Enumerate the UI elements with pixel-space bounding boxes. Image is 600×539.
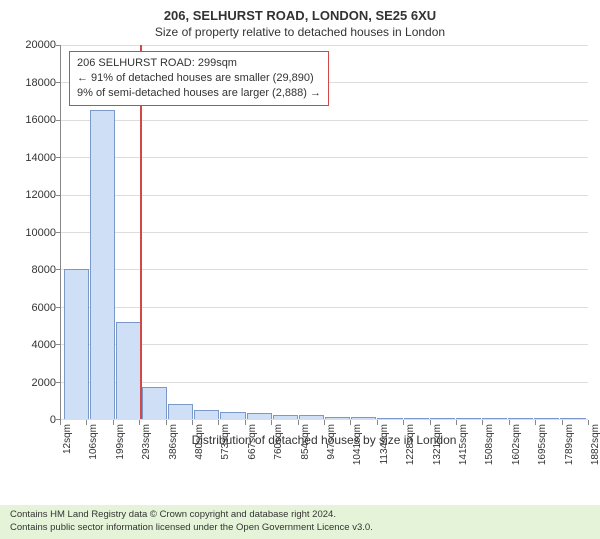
histogram-bar bbox=[273, 415, 298, 419]
x-tick-mark bbox=[271, 420, 272, 425]
annotation-line3: 9% of semi-detached houses are larger (2… bbox=[77, 86, 321, 101]
y-tick-label: 18000 bbox=[25, 77, 56, 89]
x-tick-label: 947sqm bbox=[326, 424, 337, 460]
histogram-bar bbox=[194, 410, 219, 419]
x-tick-mark bbox=[377, 420, 378, 425]
histogram-bar bbox=[116, 322, 141, 419]
histogram-bar bbox=[482, 418, 507, 419]
x-tick-mark bbox=[192, 420, 193, 425]
histogram-bar bbox=[404, 418, 429, 419]
histogram-bar bbox=[456, 418, 481, 419]
y-tick-label: 4000 bbox=[32, 339, 56, 351]
y-tick-label: 0 bbox=[50, 414, 56, 426]
x-tick-mark bbox=[350, 420, 351, 425]
x-tick-label: 1508sqm bbox=[484, 424, 495, 465]
y-tick-mark bbox=[56, 45, 61, 46]
x-tick-label: 1321sqm bbox=[432, 424, 443, 465]
histogram-bar bbox=[508, 418, 533, 419]
y-tick-mark bbox=[56, 344, 61, 345]
histogram-bar bbox=[560, 418, 585, 419]
x-tick-label: 667sqm bbox=[247, 424, 258, 460]
chart-title-main: 206, SELHURST ROAD, LONDON, SE25 6XU bbox=[12, 8, 588, 23]
x-tick-mark bbox=[509, 420, 510, 425]
x-tick-mark bbox=[456, 420, 457, 425]
histogram-bar bbox=[351, 417, 376, 419]
annotation-line2: ← 91% of detached houses are smaller (29… bbox=[77, 71, 321, 86]
x-tick-mark bbox=[403, 420, 404, 425]
x-tick-mark bbox=[482, 420, 483, 425]
x-tick-label: 1134sqm bbox=[379, 424, 390, 464]
x-tick-label: 573sqm bbox=[220, 424, 231, 460]
histogram-bar bbox=[64, 269, 89, 419]
x-tick-mark bbox=[324, 420, 325, 425]
histogram-bar bbox=[90, 110, 115, 419]
x-tick-mark bbox=[218, 420, 219, 425]
x-tick-mark bbox=[298, 420, 299, 425]
footer-line2: Contains public sector information licen… bbox=[10, 522, 590, 535]
histogram-bar bbox=[142, 387, 167, 419]
x-tick-label: 106sqm bbox=[88, 424, 99, 460]
x-tick-mark bbox=[430, 420, 431, 425]
y-tick-mark bbox=[56, 382, 61, 383]
y-tick-label: 2000 bbox=[32, 377, 56, 389]
x-tick-label: 199sqm bbox=[115, 424, 126, 460]
histogram-bar bbox=[220, 412, 245, 419]
x-tick-mark bbox=[245, 420, 246, 425]
x-tick-label: 1415sqm bbox=[458, 424, 469, 465]
x-tick-label: 760sqm bbox=[273, 424, 284, 460]
plot-wrapper: Number of detached properties 0200040006… bbox=[12, 45, 588, 420]
x-tick-label: 854sqm bbox=[300, 424, 311, 460]
annotation-box: 206 SELHURST ROAD: 299sqm ← 91% of detac… bbox=[69, 51, 329, 106]
annotation-line1: 206 SELHURST ROAD: 299sqm bbox=[77, 56, 321, 71]
x-tick-mark bbox=[113, 420, 114, 425]
property-size-chart: 206, SELHURST ROAD, LONDON, SE25 6XU Siz… bbox=[0, 0, 600, 500]
attribution-footer: Contains HM Land Registry data © Crown c… bbox=[0, 505, 600, 539]
histogram-bar bbox=[299, 415, 324, 419]
x-tick-label: 1695sqm bbox=[537, 424, 548, 465]
y-tick-mark bbox=[56, 82, 61, 83]
x-tick-label: 386sqm bbox=[168, 424, 179, 460]
histogram-bar bbox=[430, 418, 455, 419]
histogram-bar bbox=[377, 418, 402, 419]
x-tick-label: 1228sqm bbox=[405, 424, 416, 465]
x-tick-mark bbox=[86, 420, 87, 425]
x-tick-mark bbox=[535, 420, 536, 425]
y-tick-label: 12000 bbox=[25, 189, 56, 201]
plot-area: 206 SELHURST ROAD: 299sqm ← 91% of detac… bbox=[60, 45, 588, 420]
x-tick-label: 12sqm bbox=[62, 424, 73, 454]
y-tick-label: 14000 bbox=[25, 152, 56, 164]
chart-title-sub: Size of property relative to detached ho… bbox=[12, 25, 588, 39]
y-tick-label: 8000 bbox=[32, 264, 56, 276]
x-tick-mark bbox=[166, 420, 167, 425]
x-tick-mark bbox=[562, 420, 563, 425]
histogram-bar bbox=[168, 404, 193, 419]
x-tick-mark bbox=[139, 420, 140, 425]
histogram-bar bbox=[247, 413, 272, 419]
y-tick-label: 10000 bbox=[25, 227, 56, 239]
x-tick-label: 1789sqm bbox=[564, 424, 575, 465]
y-tick-label: 6000 bbox=[32, 302, 56, 314]
footer-line1: Contains HM Land Registry data © Crown c… bbox=[10, 509, 590, 522]
histogram-bar bbox=[534, 418, 559, 419]
y-tick-label: 20000 bbox=[25, 39, 56, 51]
y-tick-mark bbox=[56, 120, 61, 121]
x-tick-label: 293sqm bbox=[141, 424, 152, 460]
y-tick-mark bbox=[56, 307, 61, 308]
histogram-bar bbox=[325, 417, 350, 419]
y-tick-label: 16000 bbox=[25, 114, 56, 126]
y-axis-ticks: 0200040006000800010000120001400016000180… bbox=[12, 45, 60, 420]
x-tick-label: 1602sqm bbox=[511, 424, 522, 465]
x-tick-label: 1041sqm bbox=[352, 424, 363, 465]
x-tick-mark bbox=[60, 420, 61, 425]
x-tick-label: 1882sqm bbox=[590, 424, 600, 465]
y-tick-mark bbox=[56, 157, 61, 158]
y-tick-mark bbox=[56, 195, 61, 196]
y-tick-mark bbox=[56, 232, 61, 233]
y-tick-mark bbox=[56, 269, 61, 270]
x-axis-ticks: 12sqm 106sqm 199sqm 293sqm 386sqm 480sqm 573sq… bbox=[60, 420, 588, 468]
x-tick-label: 480sqm bbox=[194, 424, 205, 460]
x-tick-mark bbox=[588, 420, 589, 425]
